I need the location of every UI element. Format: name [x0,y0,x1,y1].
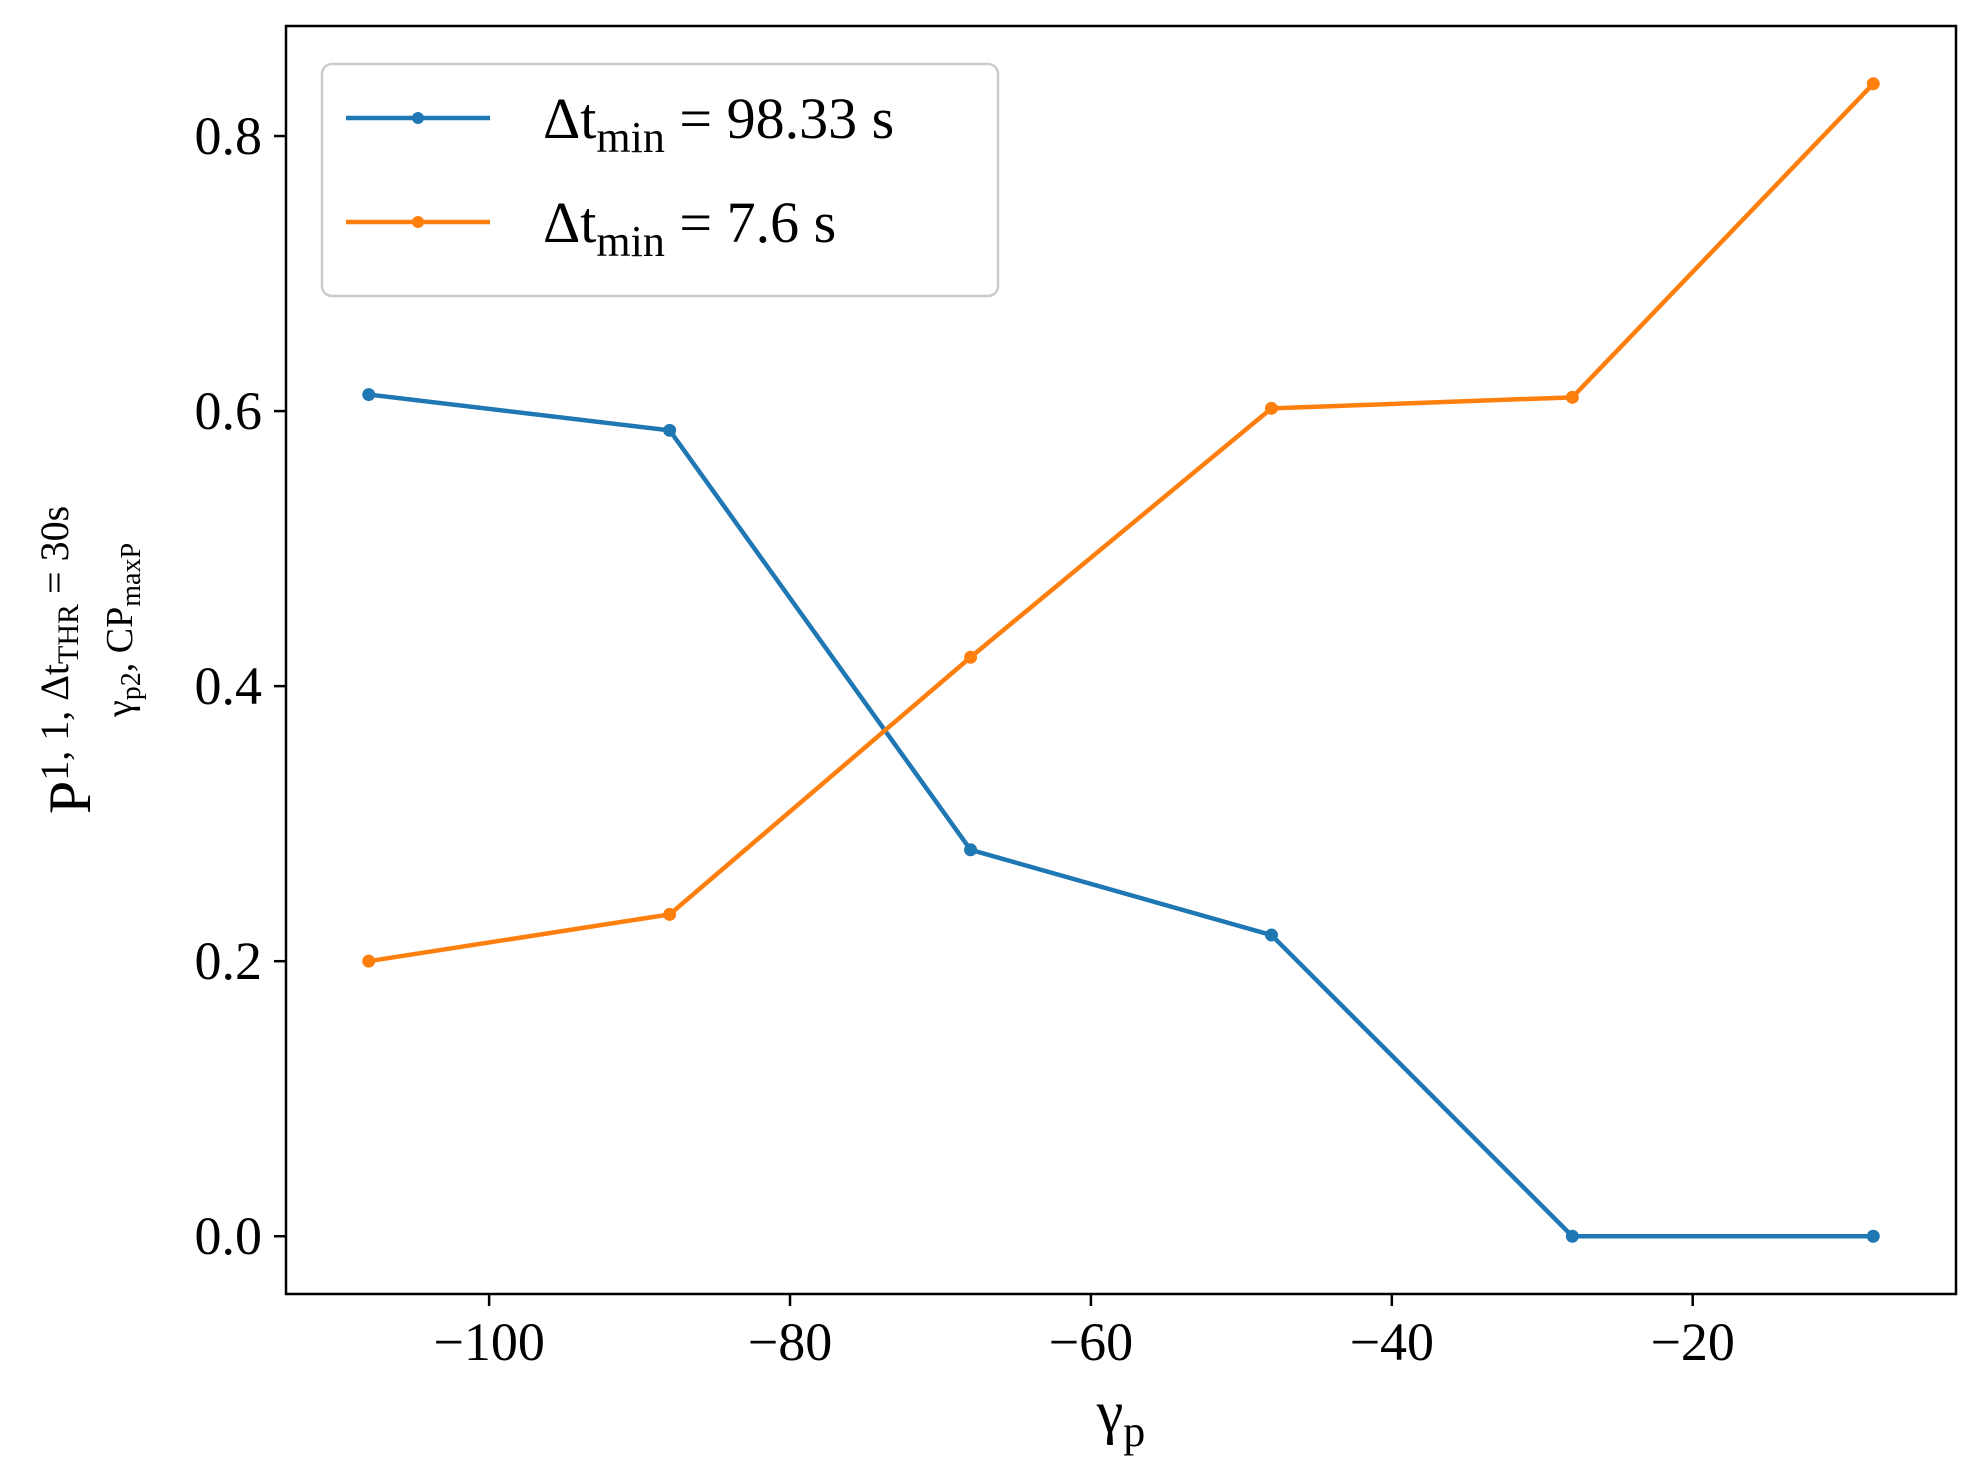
axes-frame [284,24,1958,1296]
y-axis-label-sub-cp: , CP [99,607,141,672]
y-axis-label-sub-maxp: maxP [116,543,147,607]
series-line-1 [366,392,1876,1239]
legend-label-series-2: Δtmin = 7.6 s [543,190,836,266]
legend-label-series-1-tail: = 98.33 s [665,86,894,151]
series-1-point [362,388,376,402]
series-1-point [663,423,677,437]
series-line-2 [366,81,1876,964]
legend-label-series-2-base: Δt [543,190,596,255]
series-1-point [1565,1229,1579,1243]
y-tick-label: 0.4 [195,656,263,716]
series-2-point [1866,77,1880,91]
series-2-point [663,907,677,921]
legend-marker-series-2 [412,216,424,228]
series-1-point [1264,928,1278,942]
legend: Δtmin = 98.33 s Δtmin = 7.6 s [320,62,1000,298]
x-tick-label: −80 [748,1312,832,1372]
series-2-point [1264,401,1278,415]
x-axis-ticks: −100 −80 −60 −40 −20 [433,1294,1735,1372]
svg-text:P1, 1, ΔtTHR = 30s: P1, 1, ΔtTHR = 30s [32,506,103,814]
x-axis-label-sub: p [1123,1407,1145,1456]
y-tick-label: 0.6 [195,381,263,441]
legend-label-series-2-tail: = 7.6 s [665,190,836,255]
series-1-point [964,843,978,857]
legend-label-series-1-sub: min [596,113,664,162]
series-layer [362,77,1880,1243]
y-axis-label-sup-tail: = 30s [32,506,77,604]
x-axis-label: γp [1096,1379,1146,1456]
x-tick-label: −40 [1350,1312,1434,1372]
legend-label-series-1-base: Δt [543,86,596,151]
legend-label-series-1: Δtmin = 98.33 s [543,86,894,162]
y-axis-label-sub-gamma: γ [99,700,141,718]
y-axis-label-sup-sub: THR [52,604,85,664]
legend-marker-series-1 [412,112,424,124]
legend-box [320,62,1000,298]
series-1-point [1866,1229,1880,1243]
y-axis-ticks: 0.0 0.2 0.4 0.6 0.8 [195,106,286,1266]
x-tick-label: −60 [1049,1312,1133,1372]
y-tick-label: 0.2 [195,931,263,991]
y-axis-label-base: P [37,781,103,814]
x-tick-label: −100 [433,1312,544,1372]
y-tick-label: 0.0 [195,1206,263,1266]
x-axis-label-base: γ [1096,1379,1124,1445]
series-2-point [362,954,376,968]
x-tick-label: −20 [1650,1312,1734,1372]
y-axis-label: P1, 1, ΔtTHR = 30s γp2, CPmaxP [32,506,147,814]
y-axis-label-sup: 1, 1, Δt [32,664,77,781]
y-axis-label-sub-p2: p2 [116,672,147,700]
legend-label-series-2-sub: min [596,217,664,266]
y-tick-label: 0.8 [195,106,263,166]
series-2-point [964,650,978,664]
svg-text:γp2, CPmaxP: γp2, CPmaxP [99,543,147,718]
series-2-point [1565,390,1579,404]
